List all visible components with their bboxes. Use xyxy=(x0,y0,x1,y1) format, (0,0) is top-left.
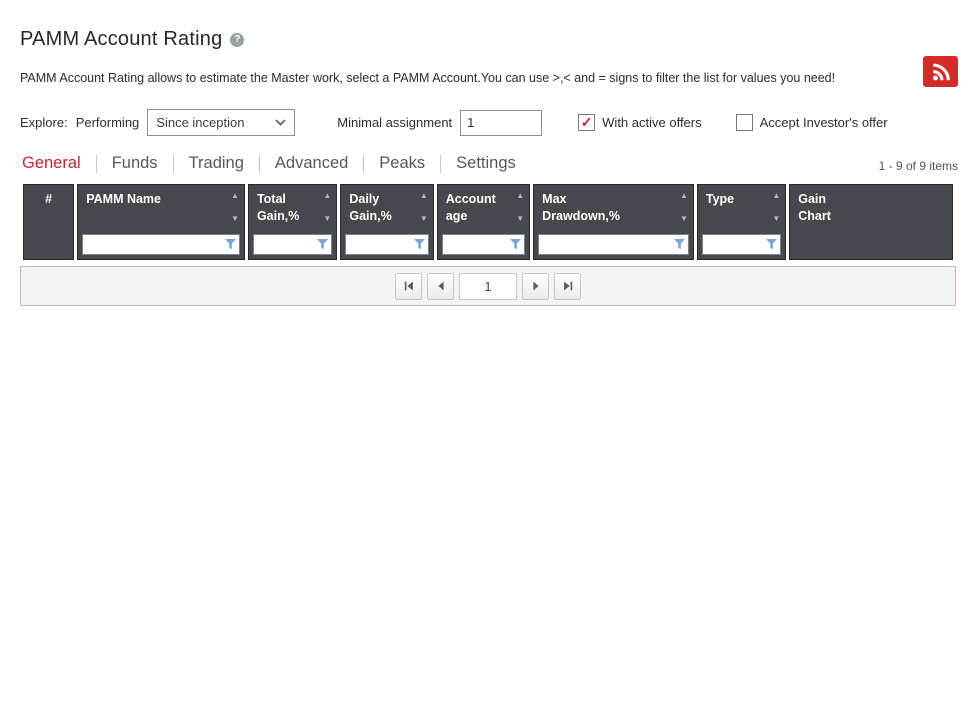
pager-next-button[interactable] xyxy=(522,272,549,300)
pager-prev-button[interactable] xyxy=(427,272,454,300)
last-page-icon xyxy=(563,281,572,291)
column-filter-input[interactable] xyxy=(701,234,782,255)
column-header-label: # xyxy=(45,192,53,206)
tabs: General Funds Trading Advanced Peaks Set… xyxy=(20,152,518,175)
column-filter xyxy=(441,234,526,255)
with-active-offers-label: With active offers xyxy=(602,115,702,130)
accept-investors-offer-label: Accept Investor's offer xyxy=(759,115,888,130)
tab-divider xyxy=(440,154,442,173)
sort-desc-icon[interactable]: ▼ xyxy=(516,214,525,223)
column-header-label: Daily Gain,% xyxy=(349,192,392,223)
period-select[interactable]: Since inception xyxy=(147,109,296,136)
next-page-icon xyxy=(532,281,539,291)
column-filter xyxy=(82,234,240,255)
column-header[interactable]: Daily Gain,% ▲ ▼ xyxy=(340,184,434,260)
page-number-input[interactable] xyxy=(459,272,517,300)
help-icon[interactable]: ? xyxy=(230,32,245,47)
tabs-row: General Funds Trading Advanced Peaks Set… xyxy=(20,152,958,175)
tab-divider xyxy=(172,154,174,173)
column-header-label: Max Drawdown,% xyxy=(542,192,620,223)
tab-trading[interactable]: Trading xyxy=(188,154,244,172)
sort-asc-icon[interactable]: ▲ xyxy=(679,191,688,200)
column-header[interactable]: Max Drawdown,% ▲ ▼ xyxy=(533,184,694,260)
chevron-down-icon xyxy=(275,119,286,126)
sort-desc-icon[interactable]: ▼ xyxy=(679,214,688,223)
with-active-offers-checkbox[interactable] xyxy=(578,114,596,131)
sort-arrows: ▲ ▼ xyxy=(231,192,239,223)
filter-funnel-icon[interactable] xyxy=(510,239,522,250)
page-title: PAMM Account Rating xyxy=(20,28,223,50)
tab-advanced[interactable]: Advanced xyxy=(274,154,349,172)
sort-asc-icon[interactable]: ▲ xyxy=(323,191,332,200)
column-header: Gain Chart xyxy=(789,184,953,260)
sort-desc-icon[interactable]: ▼ xyxy=(419,214,428,223)
column-header[interactable]: Type ▲ ▼ xyxy=(696,184,787,260)
tab-general[interactable]: General xyxy=(22,154,81,172)
minimal-assignment-input[interactable] xyxy=(460,109,543,136)
column-header[interactable]: Account age ▲ ▼ xyxy=(436,184,531,260)
column-filter-input[interactable] xyxy=(252,234,333,255)
sort-asc-icon[interactable]: ▲ xyxy=(419,191,428,200)
column-header-label: PAMM Name xyxy=(86,192,161,206)
sort-arrows: ▲ ▼ xyxy=(323,192,331,223)
sort-asc-icon[interactable]: ▲ xyxy=(231,191,239,200)
filter-funnel-icon[interactable] xyxy=(413,239,425,250)
tab-peaks[interactable]: Peaks xyxy=(379,154,426,172)
tab-settings[interactable]: Settings xyxy=(456,154,516,172)
column-header-label: Account age xyxy=(445,192,496,223)
prev-page-icon xyxy=(437,281,444,291)
filter-funnel-icon[interactable] xyxy=(766,239,778,250)
sort-arrows: ▲ ▼ xyxy=(680,192,688,223)
column-filter-input[interactable] xyxy=(441,234,526,255)
filter-funnel-icon[interactable] xyxy=(673,239,685,250)
column-header[interactable]: PAMM Name ▲ ▼ xyxy=(77,184,245,260)
tab-funds[interactable]: Funds xyxy=(111,154,158,172)
sort-asc-icon[interactable]: ▲ xyxy=(772,191,781,200)
column-header: # xyxy=(23,184,75,260)
column-filter xyxy=(252,234,333,255)
pagination-bar xyxy=(20,266,956,306)
accept-investors-offer-group: Accept Investor's offer xyxy=(735,114,888,131)
sort-asc-icon[interactable]: ▲ xyxy=(516,191,525,200)
sort-desc-icon[interactable]: ▼ xyxy=(231,214,239,223)
page-description: PAMM Account Rating allows to estimate t… xyxy=(20,71,836,85)
pager-last-button[interactable] xyxy=(554,272,581,300)
sort-arrows: ▲ ▼ xyxy=(420,192,428,223)
tab-divider xyxy=(95,154,97,173)
pamm-rating-page: PAMM Account Rating ? PAMM Account Ratin… xyxy=(0,28,970,306)
items-count: 1 - 9 of 9 items xyxy=(878,159,958,173)
explore-controls: Explore: Performing Since inception Mini… xyxy=(20,109,958,136)
page-header: PAMM Account Rating ? xyxy=(20,28,958,51)
period-select-value: Since inception xyxy=(156,115,245,130)
column-header-label: Gain Chart xyxy=(798,192,831,223)
sort-desc-icon[interactable]: ▼ xyxy=(323,214,332,223)
accept-investors-offer-checkbox[interactable] xyxy=(735,114,753,131)
column-filter-input[interactable] xyxy=(345,234,429,255)
with-active-offers-group: With active offers xyxy=(578,114,702,131)
tab-divider xyxy=(258,154,260,173)
tab-divider xyxy=(363,154,365,173)
sort-arrows: ▲ ▼ xyxy=(516,192,524,223)
explore-label: Explore: xyxy=(20,115,68,130)
performing-label: Performing xyxy=(75,115,140,130)
filter-funnel-icon[interactable] xyxy=(317,239,329,250)
sort-arrows: ▲ ▼ xyxy=(772,192,780,223)
column-filter-input[interactable] xyxy=(82,234,240,255)
pager-first-button[interactable] xyxy=(395,272,422,300)
rss-feed-button[interactable] xyxy=(923,56,958,87)
pamm-rating-grid: # PAMM Name ▲ ▼ Total Gain,% ▲ ▼ Daily Gain,% ▲ ▼… xyxy=(20,181,958,306)
filter-funnel-icon[interactable] xyxy=(224,239,236,250)
sort-desc-icon[interactable]: ▼ xyxy=(772,214,781,223)
minimal-assignment-label: Minimal assignment xyxy=(337,115,453,130)
column-filter-input[interactable] xyxy=(538,234,689,255)
column-filter xyxy=(345,234,429,255)
column-filter xyxy=(538,234,689,255)
column-filter xyxy=(701,234,782,255)
rss-icon xyxy=(932,63,950,80)
first-page-icon xyxy=(404,281,413,291)
column-header-label: Total Gain,% xyxy=(256,192,300,223)
column-header-label: Type xyxy=(705,192,735,206)
column-header[interactable]: Total Gain,% ▲ ▼ xyxy=(247,184,338,260)
